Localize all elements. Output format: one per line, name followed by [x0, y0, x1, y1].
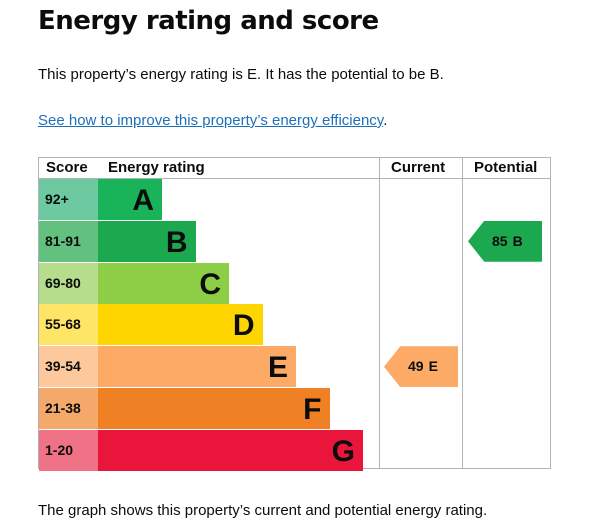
- potential-rating-arrow: 85 B: [468, 220, 542, 262]
- improve-link-line: See how to improve this property’s energ…: [38, 112, 387, 129]
- score-header: Score: [46, 159, 88, 176]
- potential-rating-letter: B: [512, 232, 523, 249]
- potential-column-divider: [462, 157, 463, 469]
- potential-rating-value: 85: [492, 232, 508, 249]
- band-score-f: 21-38: [39, 388, 98, 429]
- band-score-c: 69-80: [39, 262, 98, 304]
- current-rating-arrow: 49 E: [384, 346, 458, 388]
- band-score-b: 81-91: [39, 220, 98, 262]
- band-score-a: 92+: [39, 179, 98, 220]
- rating-summary: This property’s energy rating is E. It h…: [38, 66, 444, 83]
- graph-caption: The graph shows this property’s current …: [38, 502, 488, 519]
- band-bar-e: E: [98, 346, 296, 388]
- band-bar-b: B: [98, 220, 196, 262]
- band-bar-f: F: [98, 388, 330, 429]
- band-score-g: 1-20: [39, 429, 98, 471]
- current-rating-letter: E: [428, 358, 438, 375]
- improve-efficiency-link[interactable]: See how to improve this property’s energ…: [38, 112, 384, 129]
- energy-rating-chart: Score Energy rating Current Potential 92…: [38, 157, 551, 471]
- page-title: Energy rating and score: [38, 6, 379, 36]
- current-header: Current: [391, 159, 446, 176]
- band-bar-c: C: [98, 262, 229, 304]
- band-bar-a: A: [98, 179, 162, 220]
- potential-header: Potential: [474, 159, 538, 176]
- improve-link-suffix: .: [383, 112, 388, 129]
- band-score-e: 39-54: [39, 346, 98, 388]
- current-rating-value: 49: [408, 358, 424, 375]
- current-column-divider: [379, 157, 380, 469]
- energy-rating-header: Energy rating: [108, 159, 205, 176]
- header-divider: [38, 178, 551, 179]
- band-bar-g: G: [98, 429, 363, 471]
- band-bar-d: D: [98, 304, 263, 346]
- band-score-d: 55-68: [39, 304, 98, 346]
